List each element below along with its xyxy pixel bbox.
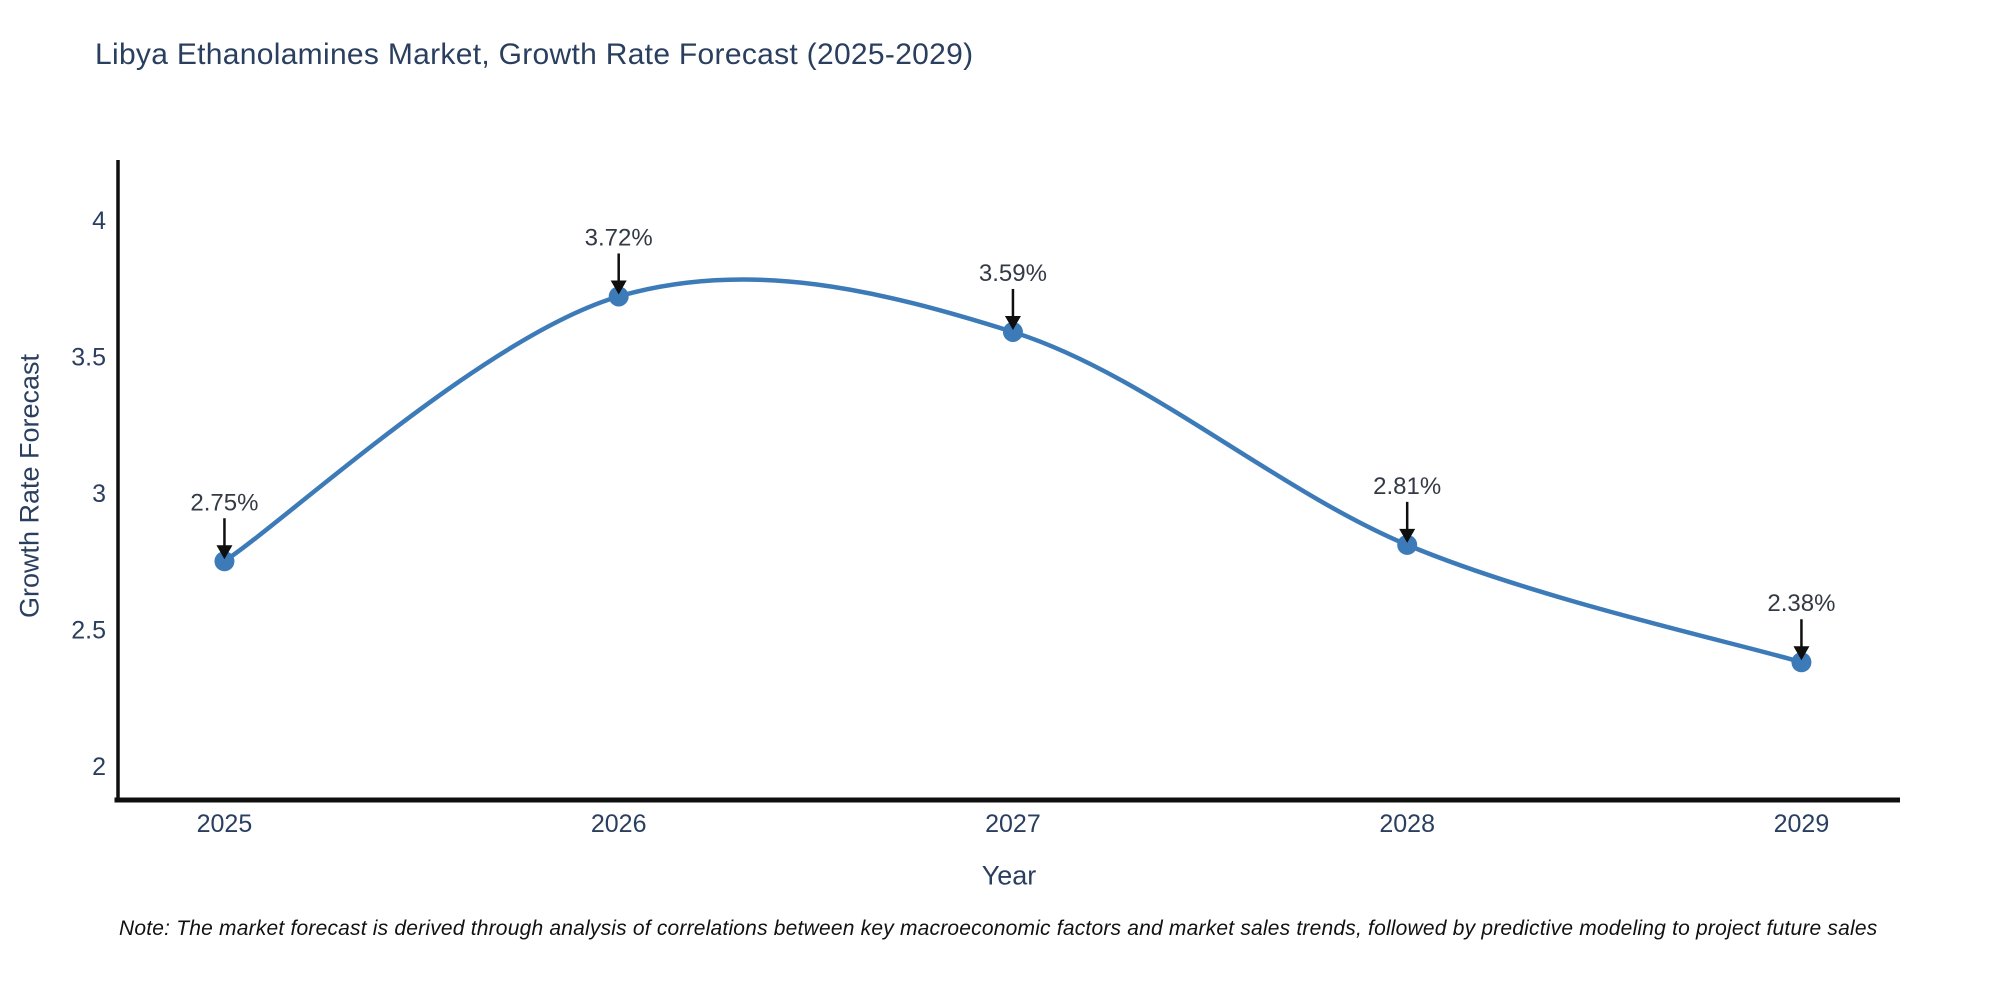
annotations-layer: 2.75% 3.72% 3.59% 2.81% 2.38% bbox=[190, 224, 1835, 661]
annotation-arrowhead-icon bbox=[1004, 315, 1021, 330]
data-point-label: 3.72% bbox=[585, 224, 653, 251]
data-point-label: 2.81% bbox=[1373, 473, 1441, 500]
footnote: Note: The market forecast is derived thr… bbox=[119, 917, 1878, 940]
x-tick-label: 2029 bbox=[1774, 810, 1830, 838]
data-point-marker[interactable] bbox=[608, 286, 629, 307]
data-point-marker[interactable] bbox=[1397, 534, 1418, 555]
data-point-label: 2.75% bbox=[190, 489, 258, 516]
x-tick-label: 2025 bbox=[197, 810, 253, 838]
annotation-arrowhead-icon bbox=[1399, 528, 1416, 543]
x-axis-title: Year bbox=[981, 860, 1037, 891]
y-tick-label: 3 bbox=[92, 480, 106, 508]
y-axis-title: Growth Rate Forecast bbox=[14, 353, 45, 619]
series-layer bbox=[214, 277, 1812, 673]
data-point-label: 2.38% bbox=[1767, 590, 1835, 617]
y-tick-label: 2 bbox=[92, 753, 106, 781]
chart-title: Libya Ethanolamines Market, Growth Rate … bbox=[95, 38, 974, 71]
data-point-marker[interactable] bbox=[1002, 321, 1023, 342]
y-tick-label: 4 bbox=[92, 207, 106, 235]
x-tick-label: 2026 bbox=[591, 810, 647, 838]
annotation-arrowhead-icon bbox=[216, 545, 233, 560]
annotation-arrowhead-icon bbox=[1793, 646, 1810, 661]
data-point-label: 3.59% bbox=[979, 260, 1047, 287]
y-tick-label: 3.5 bbox=[71, 344, 106, 372]
annotation-arrowhead-icon bbox=[610, 280, 627, 295]
y-tick-label: 2.5 bbox=[71, 616, 106, 644]
x-tick-label: 2028 bbox=[1379, 810, 1435, 838]
x-tick-label: 2027 bbox=[985, 810, 1041, 838]
data-point-marker[interactable] bbox=[214, 551, 235, 572]
data-point-marker[interactable] bbox=[1791, 652, 1812, 673]
axis-ticks: 2 2.5 3 3.5 4 2025 2026 2027 2028 2029 bbox=[71, 207, 1829, 838]
